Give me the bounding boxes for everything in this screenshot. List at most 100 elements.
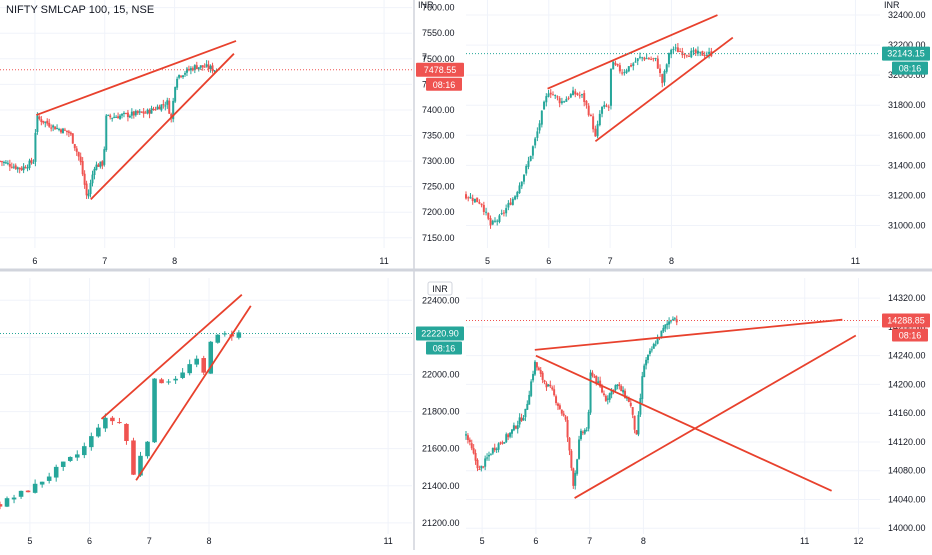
candle-body (491, 220, 494, 225)
candle-body (705, 54, 708, 56)
candle-body (607, 106, 610, 108)
candle-body (674, 47, 677, 49)
candle-body (134, 110, 137, 116)
candle-body (189, 68, 192, 71)
candle-body (128, 115, 131, 118)
candle-body (580, 94, 583, 96)
candle-body (618, 384, 621, 386)
candle-body (468, 439, 471, 443)
candle-body (652, 343, 655, 349)
candle-body (660, 330, 663, 338)
candle-body (485, 211, 488, 213)
candle-body (8, 164, 11, 167)
candle-body (632, 63, 635, 66)
candle-body (124, 423, 129, 441)
candle-body (99, 161, 102, 167)
candle-body (612, 61, 615, 70)
countdown-label: 08:16 (433, 343, 456, 353)
candle-body (150, 108, 153, 114)
candle-body (551, 387, 554, 390)
y-tick-label: 7350.00 (422, 131, 455, 141)
candle-body (572, 468, 575, 486)
last-price-tag (416, 326, 464, 341)
candle-body (683, 54, 686, 56)
candle-body (518, 185, 521, 194)
candle-body (213, 70, 216, 72)
candle-body (585, 100, 588, 106)
candle-body (574, 472, 577, 486)
candle-body (95, 164, 98, 170)
candle-body (22, 166, 25, 171)
countdown-label: 08:16 (899, 331, 922, 341)
candle-body (484, 458, 487, 467)
y-tick-label: 7250.00 (422, 182, 455, 192)
candle-body (126, 112, 129, 118)
candle-body (65, 130, 68, 133)
candle-body (207, 64, 210, 69)
candle-body (641, 376, 644, 399)
candle-body (121, 114, 124, 116)
candle-body (587, 105, 590, 116)
candle-body (111, 117, 114, 119)
candle-body (69, 132, 72, 135)
candle-body (609, 68, 612, 106)
x-tick-label: 5 (485, 256, 490, 266)
candle-body (503, 442, 506, 444)
candle-body (144, 112, 147, 114)
y-tick-label: 32200.00 (888, 40, 926, 50)
candle-body (507, 203, 510, 208)
candle-body (665, 64, 668, 72)
candle-body (601, 386, 604, 393)
candle-body (585, 429, 588, 431)
candle-body (671, 319, 674, 321)
candle-body (496, 220, 499, 222)
candle-body (136, 110, 139, 114)
candle-body (182, 75, 185, 78)
candle-body (191, 68, 194, 71)
candle-body (622, 390, 625, 393)
candle-body (131, 440, 136, 475)
candle-body (495, 448, 498, 450)
y-tick-label: 7400.00 (422, 105, 455, 115)
candle-body (694, 49, 697, 54)
candle-body (516, 425, 519, 430)
x-tick-label: 7 (147, 536, 152, 546)
countdown-tag (426, 341, 462, 355)
candle-body (168, 100, 171, 114)
candle-body (528, 394, 531, 405)
candle-body (130, 111, 133, 116)
candle-body (616, 384, 619, 387)
y-tick-label: 14160.00 (888, 408, 926, 418)
candle-body (138, 111, 141, 113)
candle-body (578, 95, 581, 97)
candle-body (522, 174, 525, 182)
candle-body (696, 50, 699, 54)
candle-body (132, 111, 135, 116)
candle-body (562, 413, 565, 416)
candle-body (96, 427, 101, 437)
candle-body (93, 168, 96, 175)
candle-body (634, 61, 637, 63)
y-tick-label: 21400.00 (422, 481, 460, 491)
trend-line (574, 334, 857, 499)
candle-body (531, 146, 534, 156)
candle-body (618, 65, 621, 72)
candle-body (10, 166, 13, 168)
candle-body (603, 104, 606, 107)
countdown-label: 08:16 (433, 80, 456, 90)
candle-body (558, 405, 561, 409)
candle-body (170, 114, 173, 119)
candle-body (569, 94, 572, 98)
candle-body (470, 443, 473, 449)
y-tick-label: 31200.00 (888, 190, 926, 200)
trend-line (547, 14, 718, 90)
candle-body (627, 397, 630, 403)
candle-body (597, 381, 600, 384)
candle-body (36, 115, 39, 132)
candle-body (627, 66, 630, 72)
candle-body (648, 350, 651, 354)
candle-body (676, 47, 679, 53)
candle-body (583, 429, 586, 434)
candle-body (555, 396, 558, 404)
